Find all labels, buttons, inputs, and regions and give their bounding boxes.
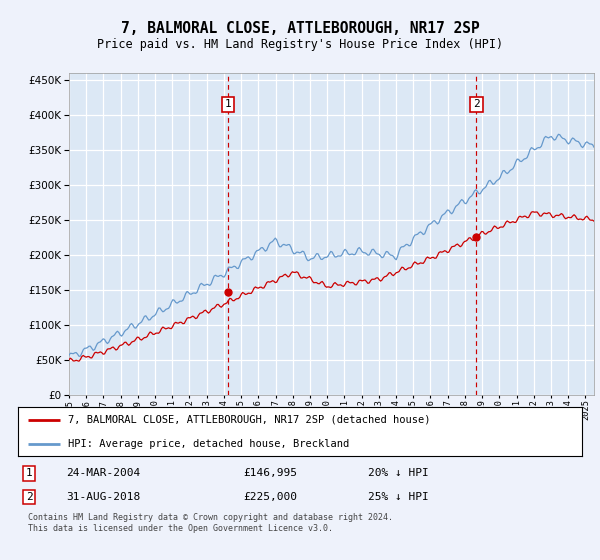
Text: £146,995: £146,995 xyxy=(244,468,298,478)
Text: 1: 1 xyxy=(26,468,32,478)
Text: 2: 2 xyxy=(473,99,480,109)
Text: 31-AUG-2018: 31-AUG-2018 xyxy=(66,492,140,502)
Text: Contains HM Land Registry data © Crown copyright and database right 2024.
This d: Contains HM Land Registry data © Crown c… xyxy=(28,513,393,533)
Text: HPI: Average price, detached house, Breckland: HPI: Average price, detached house, Brec… xyxy=(68,438,349,449)
Text: 24-MAR-2004: 24-MAR-2004 xyxy=(66,468,140,478)
Text: Price paid vs. HM Land Registry's House Price Index (HPI): Price paid vs. HM Land Registry's House … xyxy=(97,38,503,50)
Text: 25% ↓ HPI: 25% ↓ HPI xyxy=(368,492,428,502)
Text: 1: 1 xyxy=(224,99,231,109)
Text: 20% ↓ HPI: 20% ↓ HPI xyxy=(368,468,428,478)
Text: 7, BALMORAL CLOSE, ATTLEBOROUGH, NR17 2SP (detached house): 7, BALMORAL CLOSE, ATTLEBOROUGH, NR17 2S… xyxy=(68,415,430,425)
Text: £225,000: £225,000 xyxy=(244,492,298,502)
Text: 7, BALMORAL CLOSE, ATTLEBOROUGH, NR17 2SP: 7, BALMORAL CLOSE, ATTLEBOROUGH, NR17 2S… xyxy=(121,21,479,36)
Text: 2: 2 xyxy=(26,492,32,502)
